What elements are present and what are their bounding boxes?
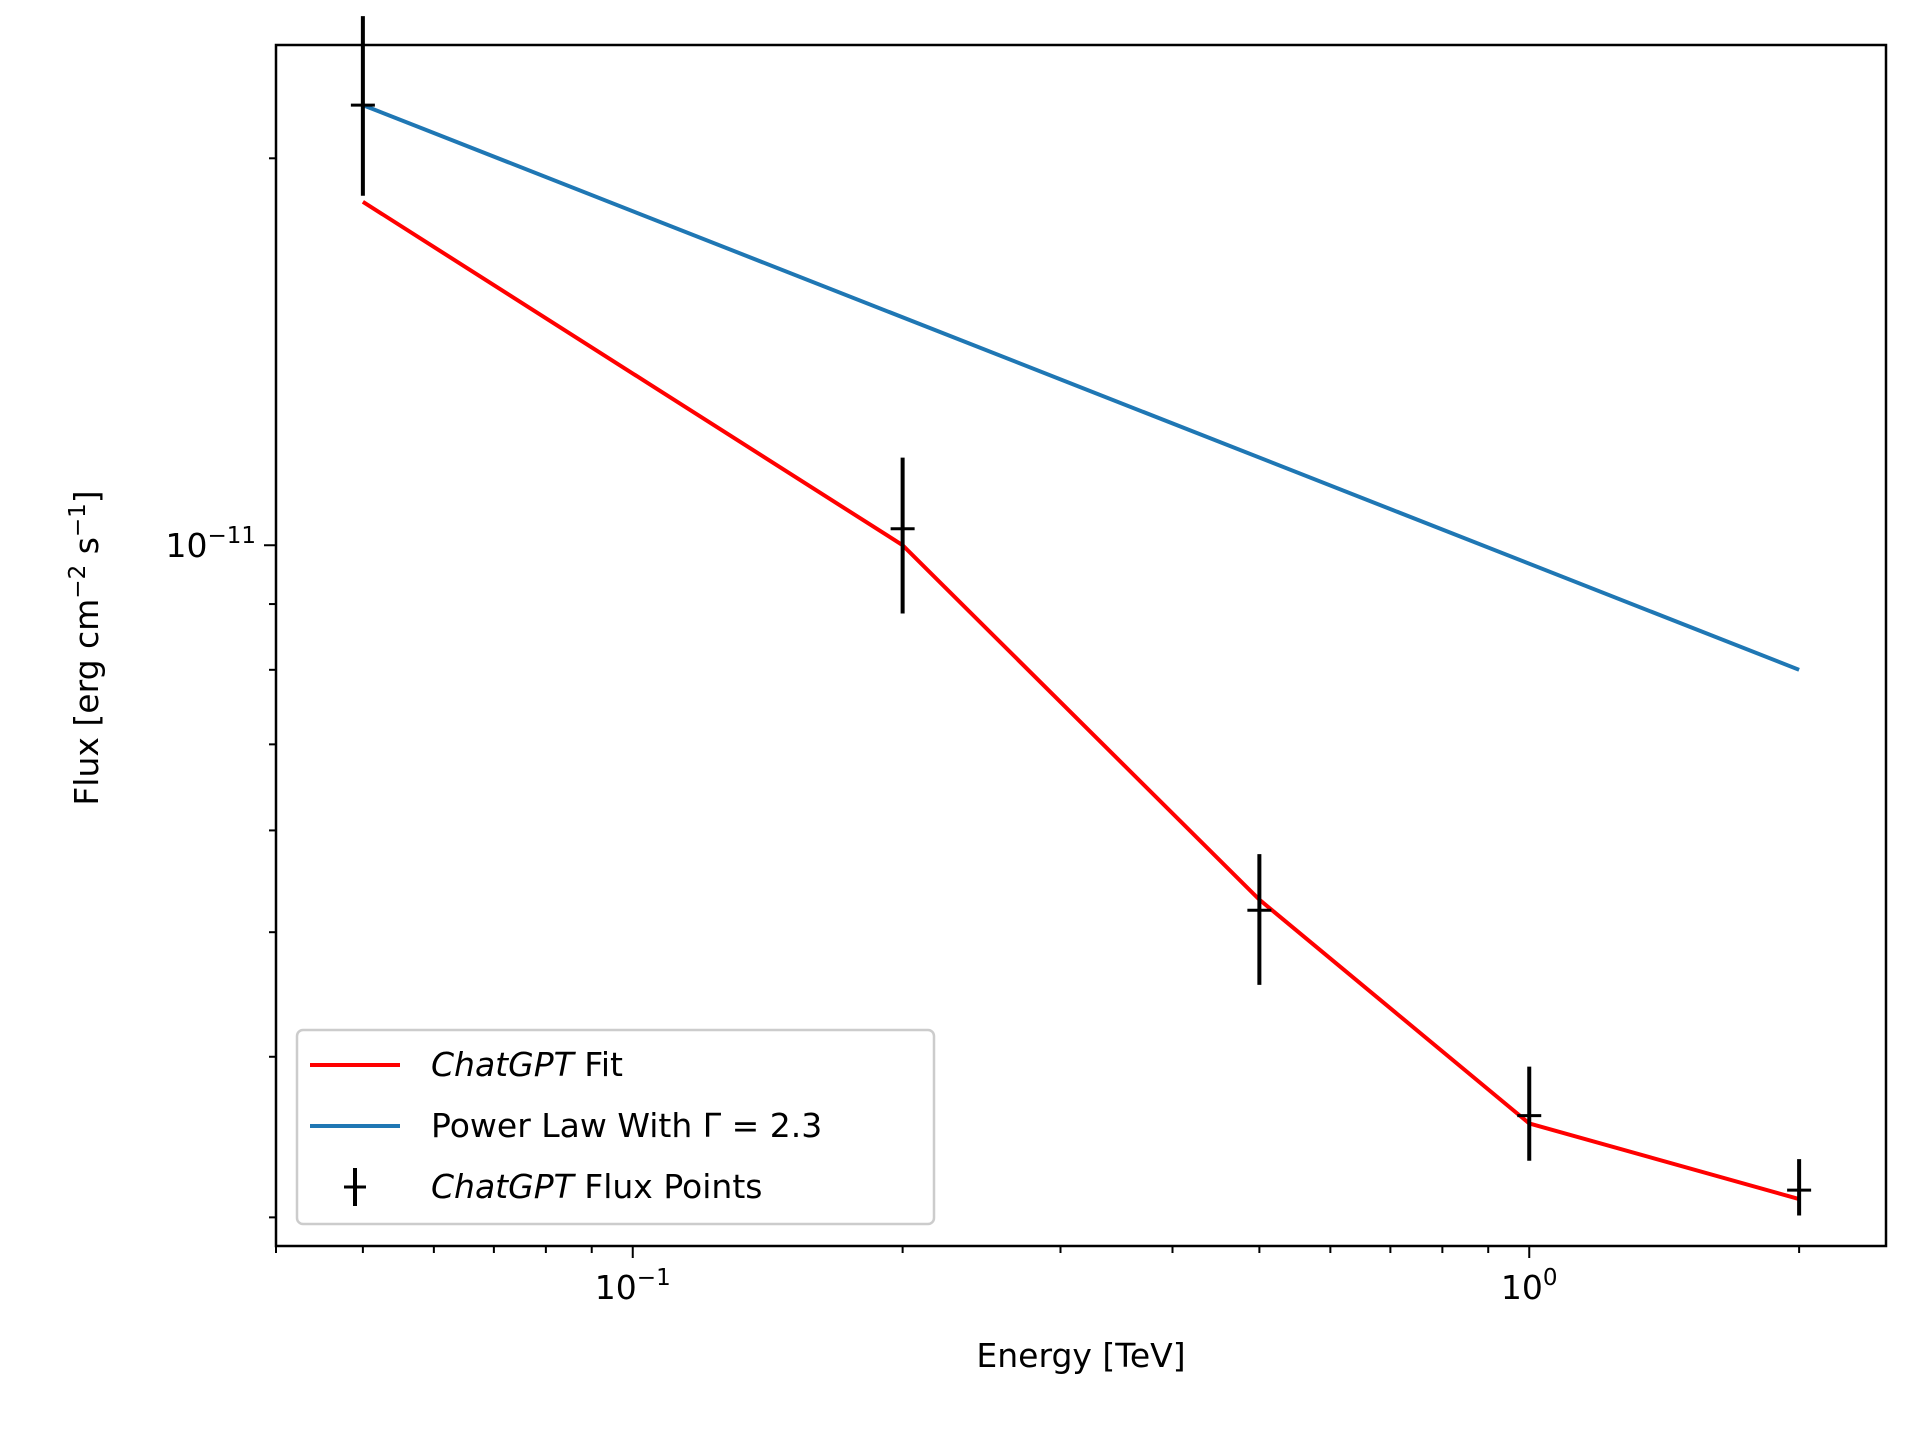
- flux-point: [1247, 854, 1272, 985]
- flux-point: [1517, 1066, 1542, 1161]
- x-axis: 10−1 100: [275, 1246, 1801, 1307]
- plot-frame: [274, 43, 1888, 1248]
- x-axis-label: Energy [TeV]: [976, 1336, 1185, 1375]
- legend-entry: ChatGPT Flux Points: [344, 1167, 762, 1206]
- legend-box: [295, 1028, 936, 1226]
- y-axis-label: Flux [erg cm−2 s−1]: [65, 490, 106, 805]
- y-axis: 10−11: [165, 157, 276, 1219]
- legend-entry: ChatGPT Fit: [310, 1045, 623, 1084]
- legend: ChatGPT Fit Power Law With Γ = 2.3 ChatGPT…: [295, 1028, 936, 1226]
- legend-label: ChatGPT Flux Points: [431, 1167, 762, 1206]
- x-tick-label: 10−1: [595, 1265, 671, 1307]
- flux-point: [1787, 1159, 1812, 1216]
- power-law-line: [362, 103, 1800, 672]
- flux-point: [890, 457, 915, 614]
- legend-entry: Power Law With Γ = 2.3: [310, 1106, 822, 1145]
- plot-area: [350, 16, 1812, 1216]
- legend-label: Power Law With Γ = 2.3: [431, 1106, 822, 1145]
- y-tick-label: 10−11: [165, 523, 256, 565]
- legend-label: ChatGPT Fit: [431, 1045, 623, 1084]
- x-tick-label: 100: [1501, 1265, 1558, 1307]
